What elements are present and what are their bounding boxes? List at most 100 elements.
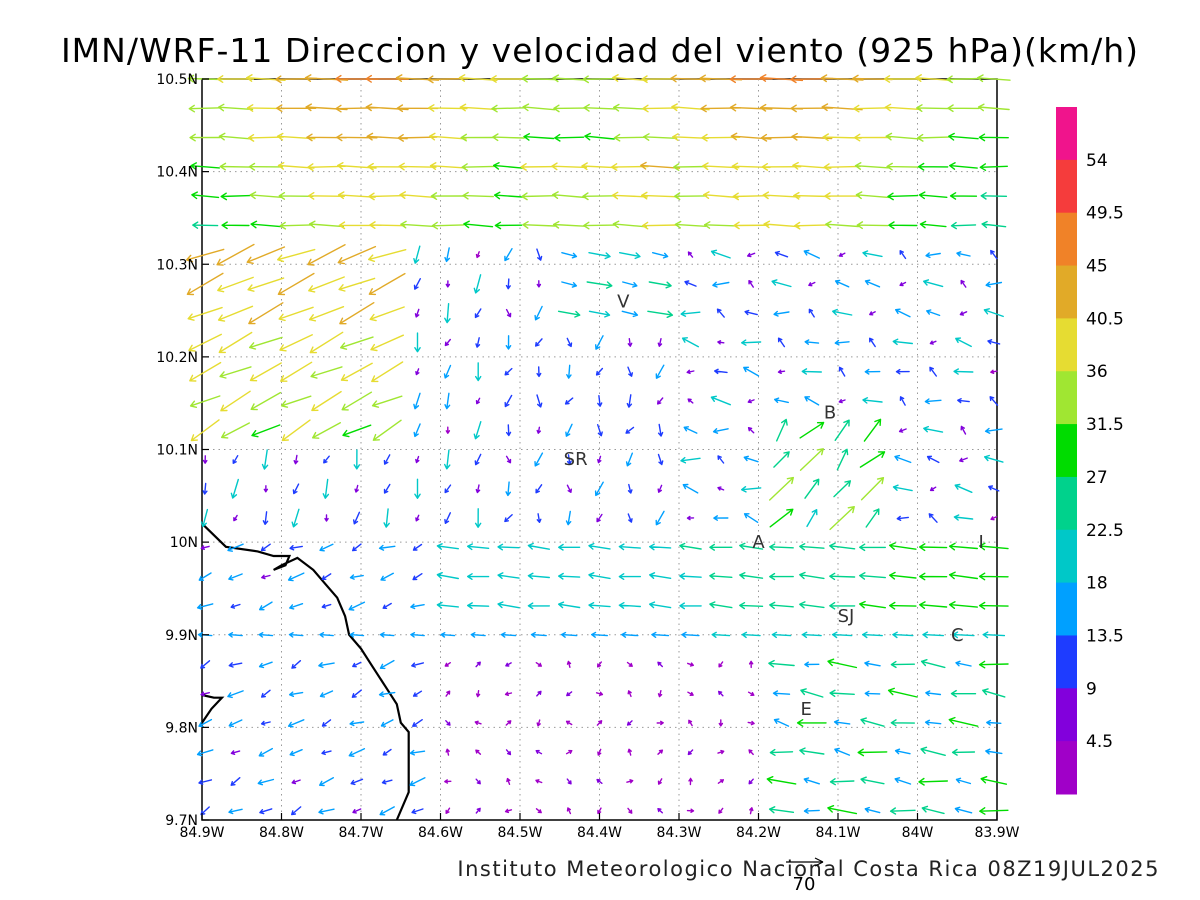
- wind-vector: [612, 74, 648, 82]
- wind-vector: [381, 779, 393, 785]
- wind-vector: [977, 103, 1010, 112]
- wind-vector: [475, 778, 481, 785]
- wind-vector: [862, 250, 883, 258]
- wind-vector: [565, 510, 572, 526]
- wind-vector: [860, 776, 885, 785]
- wind-vector: [557, 310, 581, 318]
- wind-vector: [341, 391, 373, 411]
- wind-vector: [349, 574, 364, 580]
- wind-vector: [983, 308, 1004, 318]
- wind-vector: [198, 718, 213, 728]
- wind-vector: [683, 426, 698, 434]
- wind-vector: [198, 572, 212, 581]
- wind-vector: [536, 280, 542, 288]
- wind-vector: [380, 572, 394, 581]
- wind-vector: [527, 542, 550, 550]
- wind-vector: [319, 543, 334, 552]
- wind-vector: [760, 133, 803, 142]
- wind-vector: [796, 719, 827, 727]
- wind-vector: [860, 477, 885, 501]
- wind-vector: [982, 631, 1006, 639]
- wind-vector: [200, 545, 210, 550]
- wind-vector: [985, 748, 1003, 755]
- wind-vector: [673, 163, 708, 171]
- wind-vector: [829, 506, 855, 531]
- wind-vector: [415, 368, 420, 376]
- wind-vector: [413, 245, 421, 264]
- wind-vector: [768, 806, 795, 814]
- wind-vector: [312, 422, 341, 439]
- wind-vector: [349, 632, 365, 638]
- wind-vector: [189, 133, 221, 142]
- wind-vector: [368, 272, 406, 296]
- wind-vector: [888, 221, 918, 230]
- wind-vector: [949, 162, 978, 170]
- wind-vector: [365, 103, 409, 112]
- wind-vector: [918, 777, 948, 786]
- wind-vector: [475, 337, 481, 348]
- wind-vector: [412, 719, 423, 727]
- wind-vector: [687, 251, 694, 258]
- wind-vector: [475, 484, 481, 494]
- wind-vector: [339, 302, 375, 325]
- wind-vector: [352, 543, 362, 552]
- y-tick-label: 10.1N: [156, 443, 198, 459]
- wind-vector: [799, 747, 825, 755]
- colorbar-swatch: [1056, 212, 1077, 267]
- wind-vector: [892, 484, 913, 492]
- wind-vector: [188, 333, 222, 352]
- wind-vector: [382, 748, 392, 756]
- wind-vector: [834, 339, 850, 346]
- wind-vector: [412, 573, 423, 581]
- wind-vector: [947, 104, 980, 113]
- wind-vector: [769, 543, 794, 551]
- wind-vector: [289, 749, 303, 757]
- y-tick-label: 10.4N: [156, 165, 198, 181]
- wind-vector: [948, 132, 979, 141]
- wind-vector: [777, 369, 786, 374]
- colorbar-label: 45: [1086, 257, 1108, 277]
- wind-vector: [626, 720, 633, 726]
- wind-vector: [414, 332, 421, 353]
- wind-vector: [747, 691, 755, 696]
- wind-vector: [337, 245, 377, 265]
- wind-vector: [702, 162, 740, 171]
- wind-vector: [250, 220, 282, 229]
- wind-vector: [988, 485, 1000, 492]
- wind-vector: [626, 779, 634, 784]
- wind-vector: [953, 368, 974, 375]
- wind-vector: [978, 660, 1009, 669]
- colorbar-swatch: [1056, 318, 1077, 372]
- wind-vector: [887, 687, 918, 698]
- wind-vector: [869, 311, 876, 316]
- wind-vector: [276, 104, 317, 113]
- wind-vector: [984, 427, 1003, 434]
- wind-vector: [500, 632, 517, 638]
- wind-vector: [611, 191, 648, 200]
- wind-vector: [504, 514, 513, 523]
- colorbar-swatch: [1056, 159, 1077, 214]
- wind-vector: [291, 779, 301, 785]
- wind-vector: [769, 572, 794, 581]
- wind-vector: [534, 305, 543, 321]
- wind-vector: [493, 191, 524, 200]
- wind-vector: [769, 508, 794, 528]
- wind-vector: [595, 691, 604, 696]
- wind-vector: [862, 631, 883, 639]
- wind-vector: [741, 486, 762, 493]
- wind-vector: [372, 419, 402, 441]
- wind-vector: [582, 75, 617, 84]
- wind-vector: [641, 191, 680, 200]
- wind-vector: [535, 749, 543, 755]
- x-tick-label: 84.5W: [497, 825, 542, 841]
- map-frame: V SR B A I SJ C E 84.9W 84.8W 84.7W 84.6W 84.5W 84.4…: [156, 72, 1019, 841]
- wind-vector: [338, 221, 375, 230]
- wind-vector: [687, 749, 694, 756]
- wind-vector: [308, 276, 345, 293]
- wind-vector: [886, 162, 920, 171]
- wind-vector: [747, 252, 756, 258]
- wind-vector: [919, 572, 948, 581]
- wind-vector: [801, 631, 822, 639]
- wind-vector: [583, 221, 616, 230]
- wind-vector: [712, 281, 730, 288]
